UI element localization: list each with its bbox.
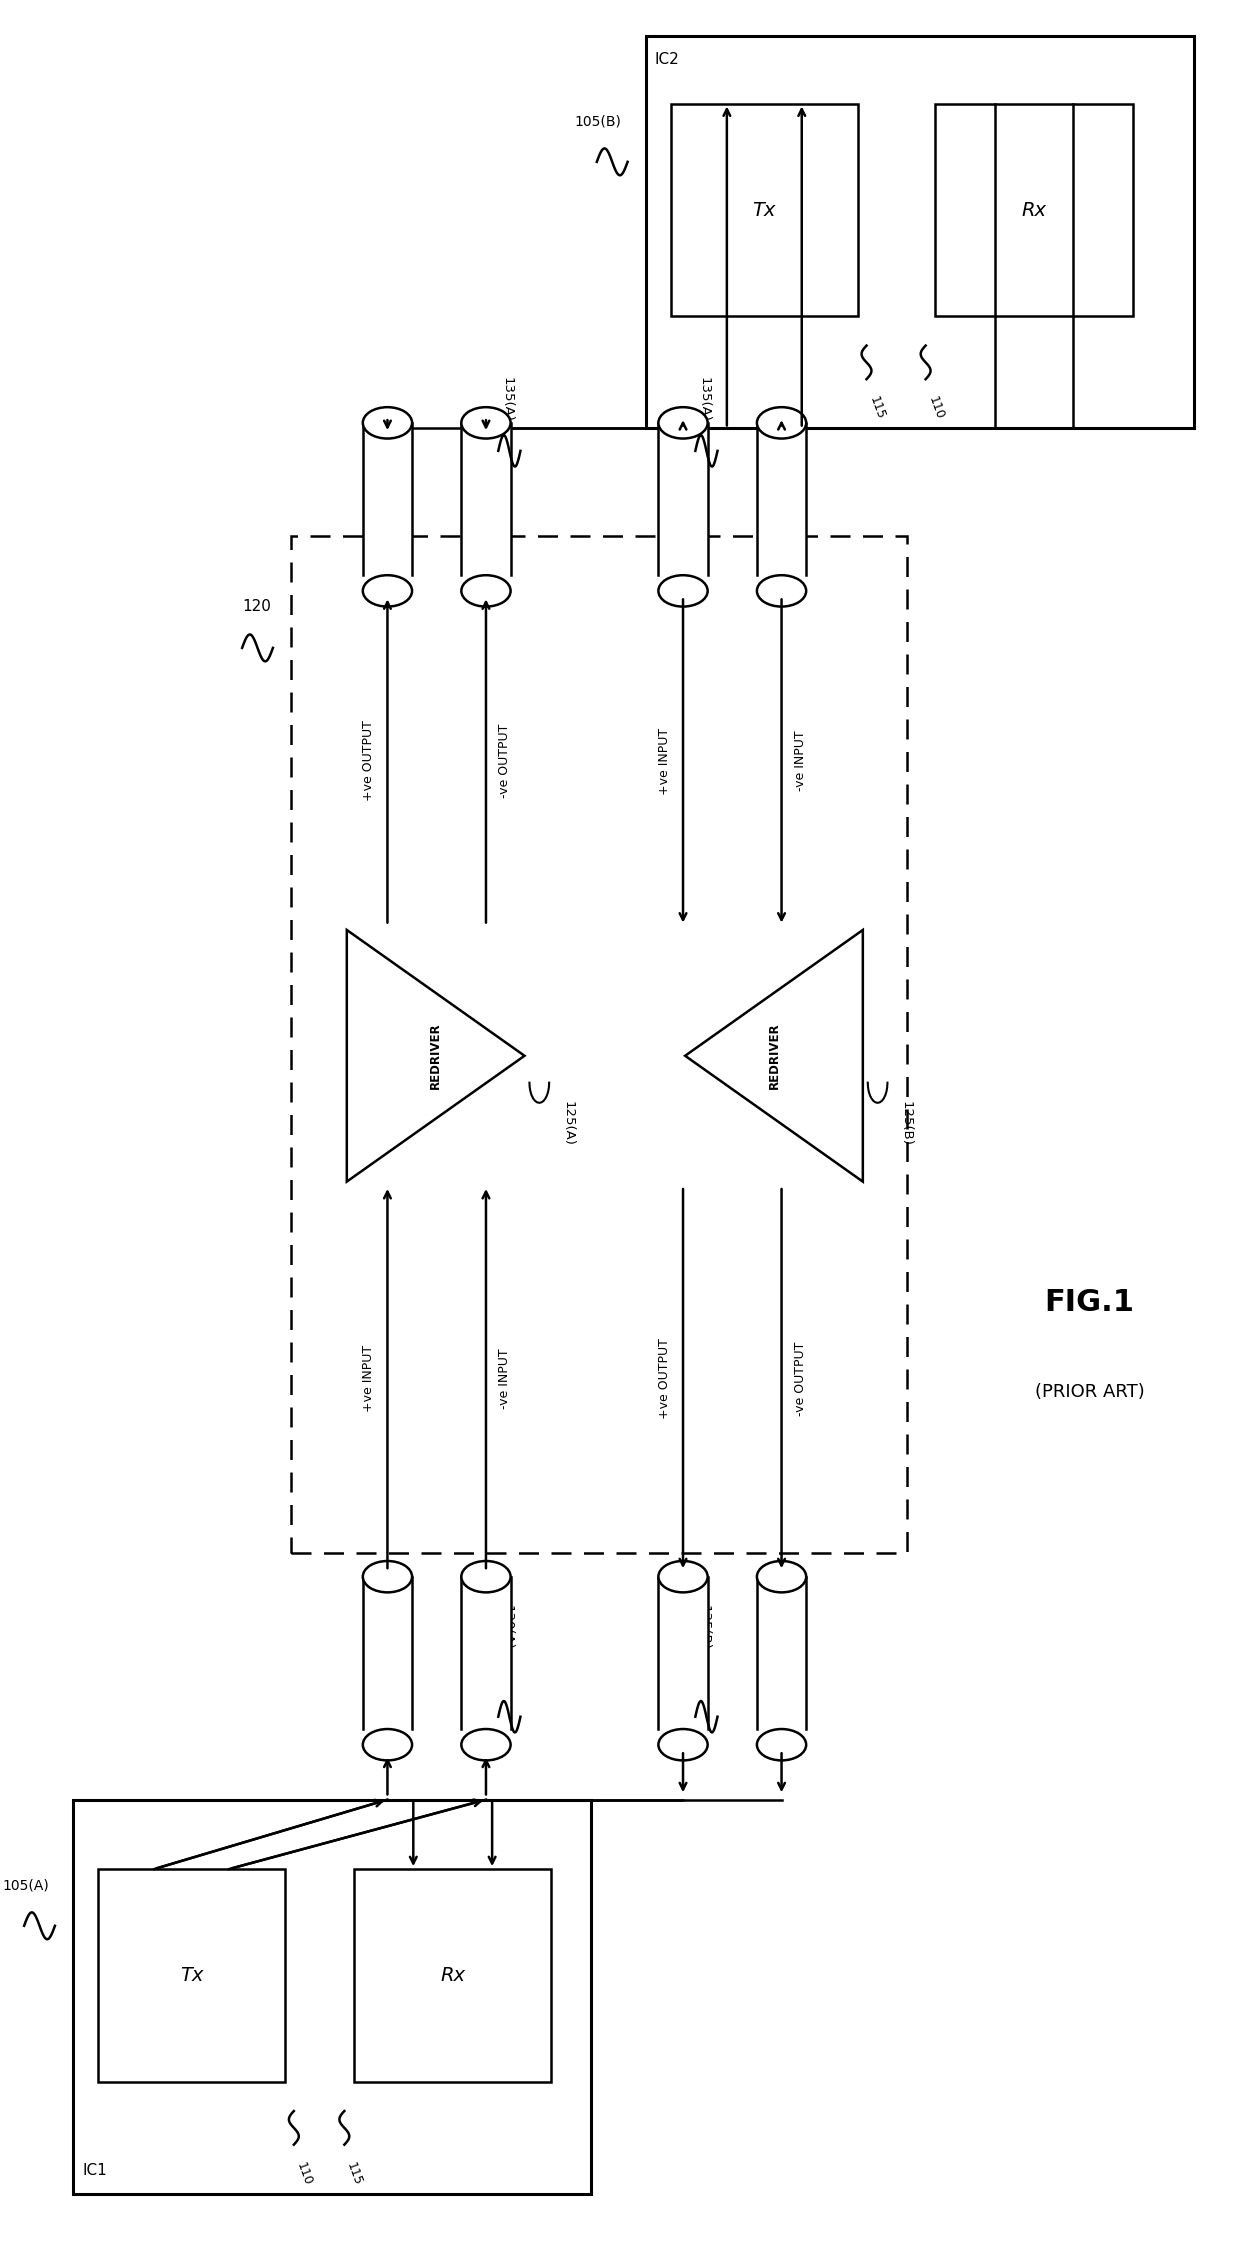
- Polygon shape: [686, 930, 863, 1181]
- Text: +ve OUTPUT: +ve OUTPUT: [657, 1339, 671, 1419]
- Text: 125(A): 125(A): [562, 1101, 574, 1145]
- Text: 130(A): 130(A): [501, 1604, 513, 1649]
- Polygon shape: [658, 1577, 708, 1729]
- Text: 105(A): 105(A): [2, 1878, 48, 1891]
- Text: 125(B): 125(B): [900, 1101, 913, 1145]
- Ellipse shape: [363, 1729, 412, 1761]
- Bar: [646, 36, 1194, 429]
- Text: -ve INPUT: -ve INPUT: [498, 1348, 511, 1408]
- Ellipse shape: [658, 575, 708, 606]
- Polygon shape: [658, 422, 708, 575]
- Text: +ve INPUT: +ve INPUT: [657, 728, 671, 795]
- Polygon shape: [461, 1577, 511, 1729]
- Polygon shape: [363, 422, 412, 575]
- Ellipse shape: [756, 1561, 806, 1592]
- Text: -ve INPUT: -ve INPUT: [794, 730, 807, 791]
- Ellipse shape: [363, 575, 412, 606]
- Ellipse shape: [461, 1561, 511, 1592]
- Bar: [73, 1799, 590, 2194]
- Ellipse shape: [363, 1561, 412, 1592]
- Ellipse shape: [461, 407, 511, 438]
- Text: 105(B): 105(B): [574, 115, 621, 128]
- Bar: [291, 537, 908, 1554]
- Text: 135(A): 135(A): [698, 377, 711, 422]
- Ellipse shape: [756, 575, 806, 606]
- Text: Tx: Tx: [180, 1965, 203, 1985]
- Text: 120: 120: [242, 600, 272, 615]
- Text: -ve OUTPUT: -ve OUTPUT: [794, 1341, 807, 1415]
- Text: Tx: Tx: [753, 200, 776, 220]
- Polygon shape: [756, 422, 806, 575]
- Text: FIG.1: FIG.1: [1044, 1287, 1135, 1316]
- Ellipse shape: [658, 1729, 708, 1761]
- Text: Rx: Rx: [440, 1965, 465, 1985]
- Ellipse shape: [461, 1729, 511, 1761]
- Text: (PRIOR ART): (PRIOR ART): [1034, 1384, 1145, 1402]
- Text: REDRIVER: REDRIVER: [429, 1022, 441, 1089]
- Polygon shape: [756, 1577, 806, 1729]
- Ellipse shape: [363, 407, 412, 438]
- Ellipse shape: [756, 407, 806, 438]
- Ellipse shape: [756, 1729, 806, 1761]
- Bar: [935, 103, 1132, 317]
- Text: Rx: Rx: [1022, 200, 1047, 220]
- Ellipse shape: [658, 407, 708, 438]
- Text: +ve OUTPUT: +ve OUTPUT: [362, 721, 376, 802]
- Text: 115: 115: [345, 2161, 365, 2188]
- Ellipse shape: [461, 575, 511, 606]
- Polygon shape: [461, 422, 511, 575]
- Text: IC1: IC1: [82, 2163, 107, 2179]
- Text: IC2: IC2: [655, 52, 680, 67]
- Text: 110: 110: [294, 2161, 314, 2188]
- Bar: [671, 103, 858, 317]
- Ellipse shape: [658, 1561, 708, 1592]
- Polygon shape: [347, 930, 525, 1181]
- Text: 110: 110: [925, 395, 946, 422]
- Bar: [98, 1869, 285, 2082]
- Text: -ve OUTPUT: -ve OUTPUT: [498, 723, 511, 797]
- Text: +ve INPUT: +ve INPUT: [362, 1345, 376, 1413]
- Text: 135(A): 135(A): [501, 377, 513, 422]
- Text: 135(B): 135(B): [698, 1604, 711, 1649]
- Text: 115: 115: [867, 395, 887, 422]
- Text: REDRIVER: REDRIVER: [768, 1022, 781, 1089]
- Bar: [355, 1869, 552, 2082]
- Polygon shape: [363, 1577, 412, 1729]
